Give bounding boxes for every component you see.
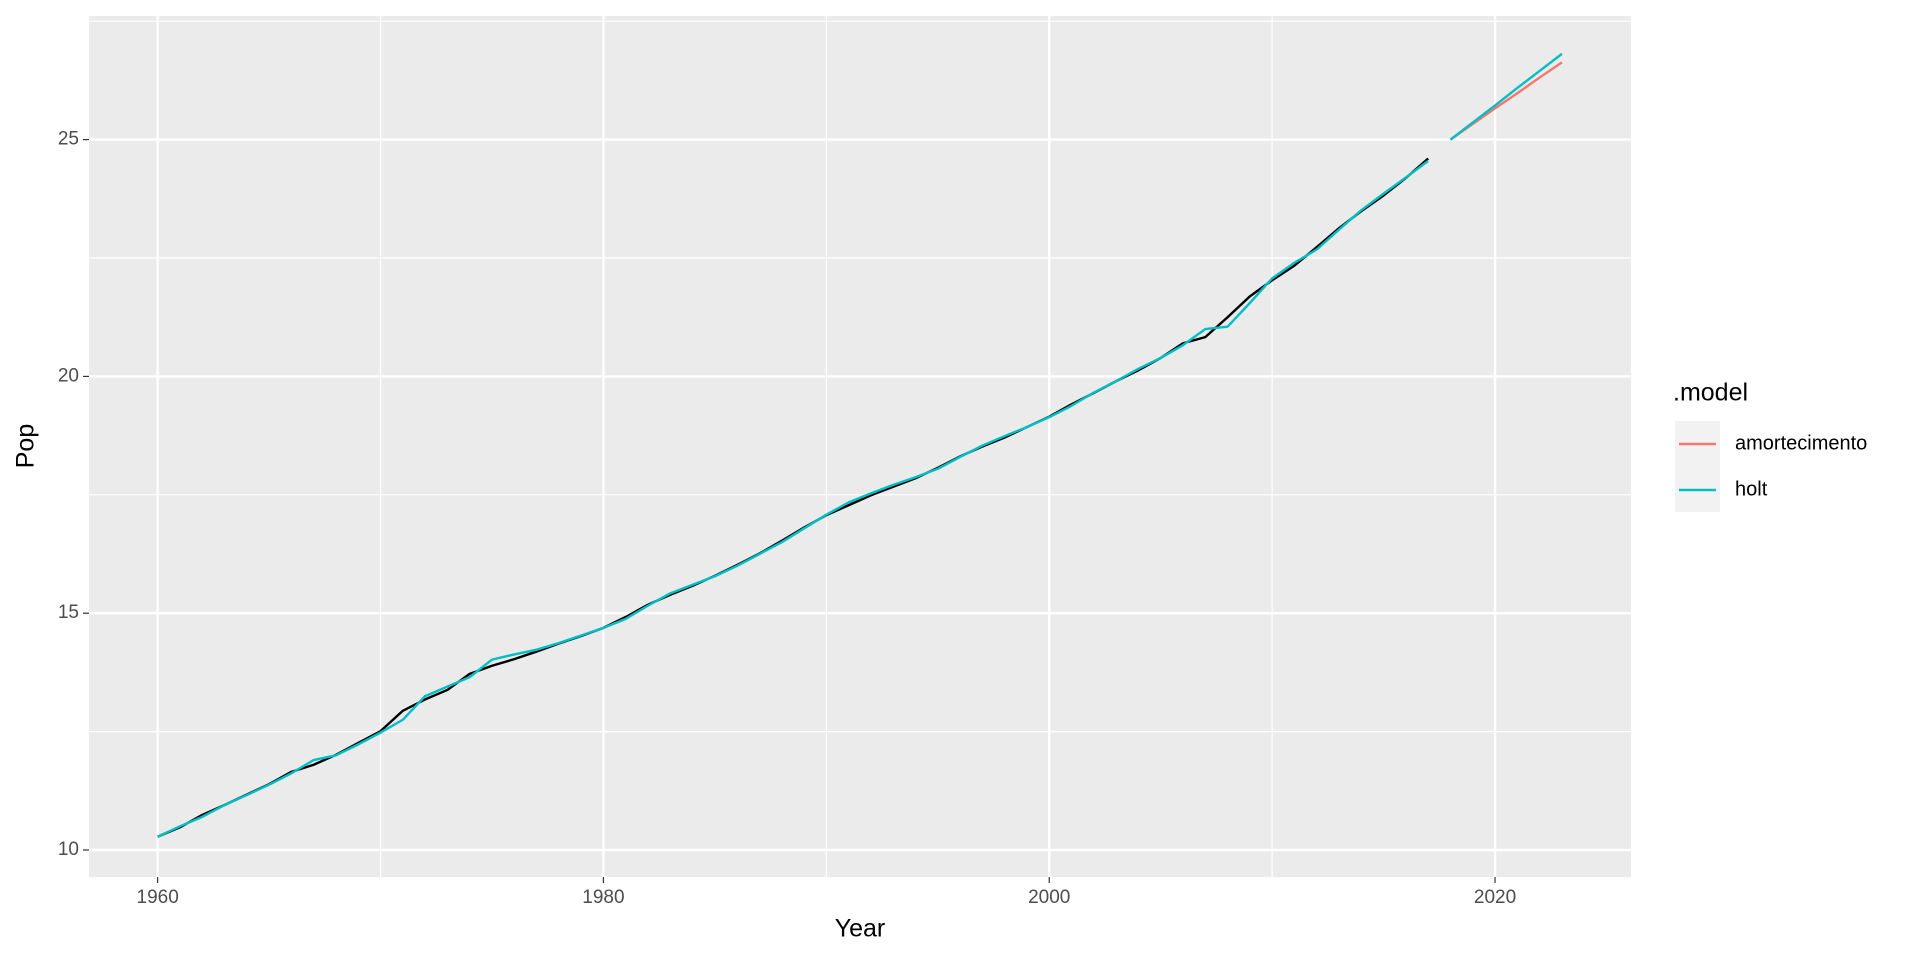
grid xyxy=(89,16,1631,877)
legend-title: .model xyxy=(1673,379,1748,407)
y-tick-label: 15 xyxy=(58,602,79,623)
x-tick-label: 2000 xyxy=(1028,887,1070,908)
legend: amortecimento holt xyxy=(1675,421,1867,512)
y-axis-title: Pop xyxy=(12,424,40,468)
fitted-line xyxy=(157,159,1429,838)
forecast-line xyxy=(1449,52,1563,141)
x-tick-label: 1980 xyxy=(582,887,624,908)
legend-label: amortecimento xyxy=(1735,432,1867,454)
x-axis-title: Year xyxy=(835,915,886,943)
y-tick-label: 25 xyxy=(58,129,79,150)
x-tick-label: 2020 xyxy=(1474,887,1516,908)
x-tick-label: 1960 xyxy=(137,887,179,908)
legend-key-background xyxy=(1675,421,1720,512)
y-tick-label: 10 xyxy=(58,839,79,860)
axes: 1960 1980 2000 2020 10 15 20 25 xyxy=(58,129,1516,908)
legend-label: holt xyxy=(1735,478,1768,500)
y-tick-label: 20 xyxy=(58,365,79,386)
panel xyxy=(89,16,1631,877)
lines xyxy=(157,52,1563,838)
